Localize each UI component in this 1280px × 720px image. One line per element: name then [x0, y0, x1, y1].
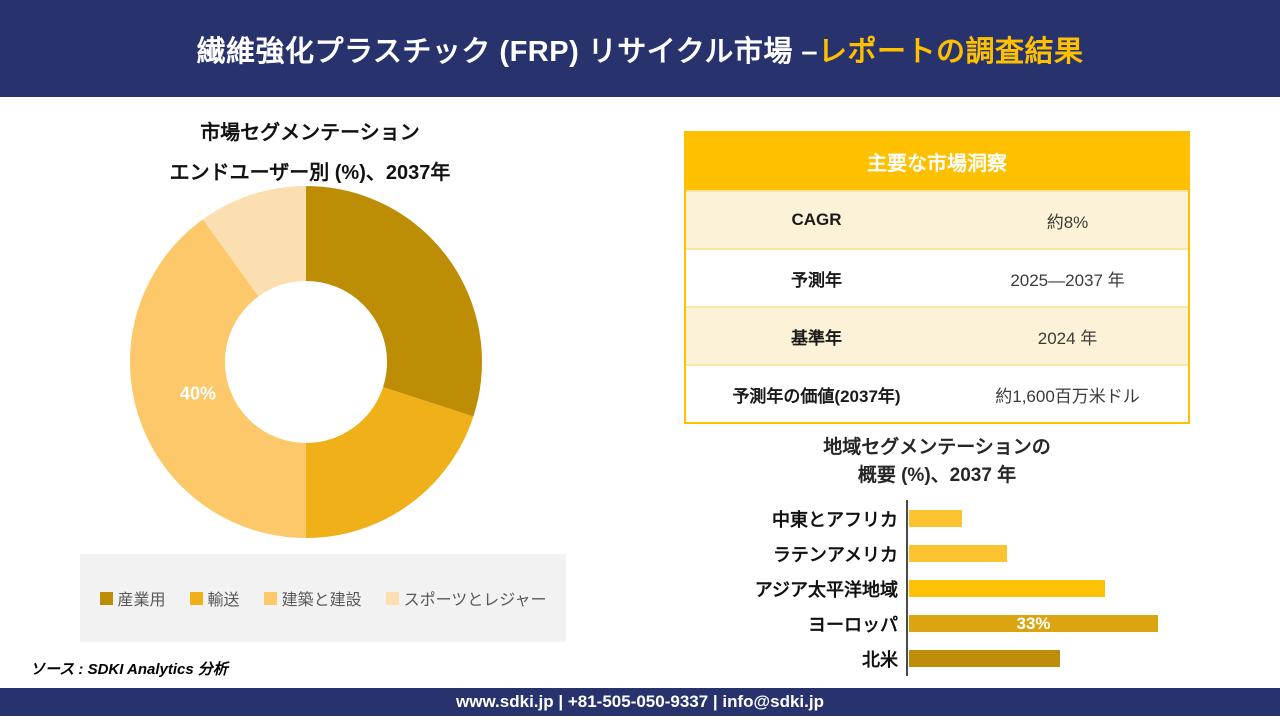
donut-chart-title: 市場セグメンテーション	[200, 122, 420, 144]
bar-row: ラテンアメリカ	[698, 536, 1258, 571]
table-row: CAGR 約8%	[686, 190, 1188, 248]
legend-swatch-icon	[189, 591, 203, 605]
bar-category-label: 北米	[862, 649, 898, 670]
bar-ラテンアメリカ	[909, 545, 1007, 562]
table-row-label: 予測年の価値(2037年)	[732, 386, 901, 406]
bar-track: 33%	[898, 615, 1258, 632]
donut-segment-輸送	[130, 186, 482, 538]
table-row-label: 基準年	[791, 328, 843, 348]
table-row-value: 2025—2037 年	[1010, 270, 1125, 290]
bar-row: ヨーロッパ 33%	[698, 606, 1258, 641]
bar-ヨーロッパ: 33%	[909, 615, 1158, 632]
table-row: 予測年 2025—2037 年	[686, 248, 1188, 306]
legend-label: スポーツとレジャー	[403, 592, 547, 609]
legend-label: 建築と建設	[281, 592, 362, 609]
footer-banner: www.sdki.jp | +81-505-050-9337 | info@sd…	[0, 688, 1280, 716]
header-banner: 繊維強化プラスチック (FRP) リサイクル市場 –レポートの調査結果	[0, 0, 1280, 97]
bar-track	[898, 545, 1258, 562]
footer-contact: www.sdki.jp | +81-505-050-9337 | info@sd…	[456, 692, 824, 711]
table-row-label: 予測年	[791, 270, 843, 290]
page-title: 繊維強化プラスチック (FRP) リサイクル市場 –レポートの調査結果	[196, 28, 1083, 70]
bar-中東とアフリカ	[909, 510, 962, 527]
legend-label: 輸送	[207, 592, 240, 609]
bar-category-label: 中東とアフリカ	[772, 509, 898, 530]
donut-legend: 産業用 輸送 建築と建設 スポーツとレジャー	[80, 554, 566, 642]
table-row: 予測年の価値(2037年) 約1,600百万米ドル	[686, 364, 1188, 422]
legend-item: 産業用	[99, 586, 166, 610]
bar-category-label: ヨーロッパ	[808, 614, 898, 635]
bar-row: 中東とアフリカ	[698, 501, 1258, 536]
donut-chart	[130, 186, 482, 538]
page-title-accent: レポートの調査結果	[818, 35, 1084, 68]
bar-track	[898, 580, 1258, 597]
legend-item: スポーツとレジャー	[385, 586, 547, 610]
table-row-label: CAGR	[791, 210, 842, 229]
donut-segment-スポーツとレジャー	[130, 186, 482, 538]
bar-track	[898, 510, 1258, 527]
legend-swatch-icon	[99, 591, 113, 605]
bar-track	[898, 650, 1258, 667]
source-attribution: ソース : SDKI Analytics 分析	[30, 661, 228, 678]
table-row: 基準年 2024 年	[686, 306, 1188, 364]
bar-chart: 中東とアフリカ ラテンアメリカアジア太平洋地域ヨーロッパ 33% 北米	[698, 501, 1258, 676]
bar-row: 北米	[698, 641, 1258, 676]
page-title-main: 繊維強化プラスチック (FRP) リサイクル市場 –	[196, 35, 819, 68]
legend-label: 産業用	[117, 592, 166, 609]
bar-data-label: 33%	[1016, 614, 1051, 633]
table-row-value: 約8%	[1046, 212, 1089, 232]
bar-row: アジア太平洋地域	[698, 571, 1258, 606]
legend-item: 輸送	[189, 586, 240, 610]
bar-北米	[909, 650, 1060, 667]
bar-chart-axis-line	[906, 500, 908, 676]
legend-item: 建築と建設	[263, 586, 362, 610]
table-row-value: 約1,600百万米ドル	[995, 386, 1140, 406]
table-row-value: 2024 年	[1037, 328, 1098, 348]
donut-chart-subtitle: エンドユーザー別 (%)、2037年	[169, 162, 451, 184]
table-header: 主要な市場洞察	[686, 133, 1188, 190]
donut-data-label: 40%	[179, 383, 217, 404]
bar-category-label: アジア太平洋地域	[754, 579, 898, 600]
bar-chart-subtitle: 概要 (%)、2037 年	[857, 465, 1017, 486]
bar-アジア太平洋地域	[909, 580, 1105, 597]
bar-chart-title: 地域セグメンテーションの	[823, 437, 1051, 458]
legend-swatch-icon	[385, 591, 399, 605]
bar-category-label: ラテンアメリカ	[772, 544, 898, 565]
donut-segment-建築と建設	[130, 186, 482, 538]
key-insights-table: 主要な市場洞察 CAGR 約8% 予測年 2025—2037 年基準年 2024 年予測…	[684, 131, 1190, 424]
legend-swatch-icon	[263, 591, 277, 605]
